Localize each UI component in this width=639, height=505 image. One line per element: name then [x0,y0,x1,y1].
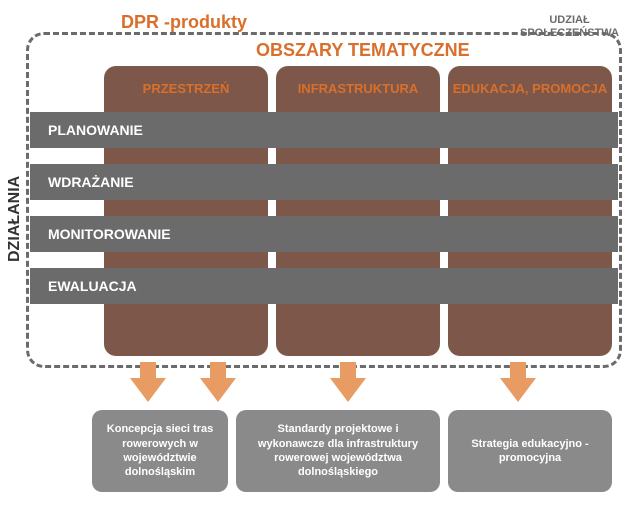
main-title: DPR -produkty [121,12,247,33]
action-row: MONITOROWANIE [30,216,618,252]
output-box: Standardy projektowe i wykonawcze dla in… [236,410,440,492]
theme-column: EDUKACJA, PROMOCJA [448,66,612,356]
action-row: WDRAŻANIE [30,164,618,200]
action-row: EWALUACJA [30,268,618,304]
output-box: Koncepcja sieci tras rowerowych w wojewó… [92,410,228,492]
theme-column: INFRASTRUKTURA [276,66,440,356]
column-header: PRZESTRZEŃ [104,81,268,96]
theme-column: PRZESTRZEŃ [104,66,268,356]
output-box: Strategia edukacyjno -promocyjna [448,410,612,492]
column-header: INFRASTRUKTURA [276,81,440,96]
dzialania-label: DZIAŁANIA [6,176,24,262]
udzial-line1: UDZIAŁ [520,14,619,27]
arrow-icon [496,360,540,409]
action-row: PLANOWANIE [30,112,618,148]
arrow-icon [326,360,370,409]
arrow-icon [196,360,240,409]
sub-title: OBSZARY TEMATYCZNE [256,40,470,61]
column-header: EDUKACJA, PROMOCJA [448,81,612,96]
arrow-icon [126,360,170,409]
